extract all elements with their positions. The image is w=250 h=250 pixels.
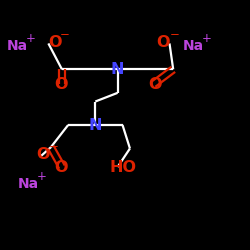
Text: N: N: [111, 62, 124, 77]
Text: +: +: [37, 170, 47, 183]
Text: O: O: [54, 77, 68, 92]
Text: +: +: [202, 32, 211, 45]
Text: +: +: [26, 32, 36, 45]
Text: Na: Na: [7, 39, 28, 53]
Text: HO: HO: [109, 160, 136, 174]
Text: O: O: [148, 77, 162, 92]
Text: Na: Na: [18, 177, 39, 191]
Text: −: −: [49, 140, 59, 153]
Text: O: O: [156, 35, 170, 50]
Text: O: O: [54, 160, 68, 174]
Text: O: O: [37, 147, 50, 162]
Text: −: −: [170, 28, 179, 40]
Text: −: −: [60, 28, 70, 40]
Text: N: N: [88, 118, 102, 132]
Text: O: O: [48, 35, 61, 50]
Text: Na: Na: [182, 39, 204, 53]
